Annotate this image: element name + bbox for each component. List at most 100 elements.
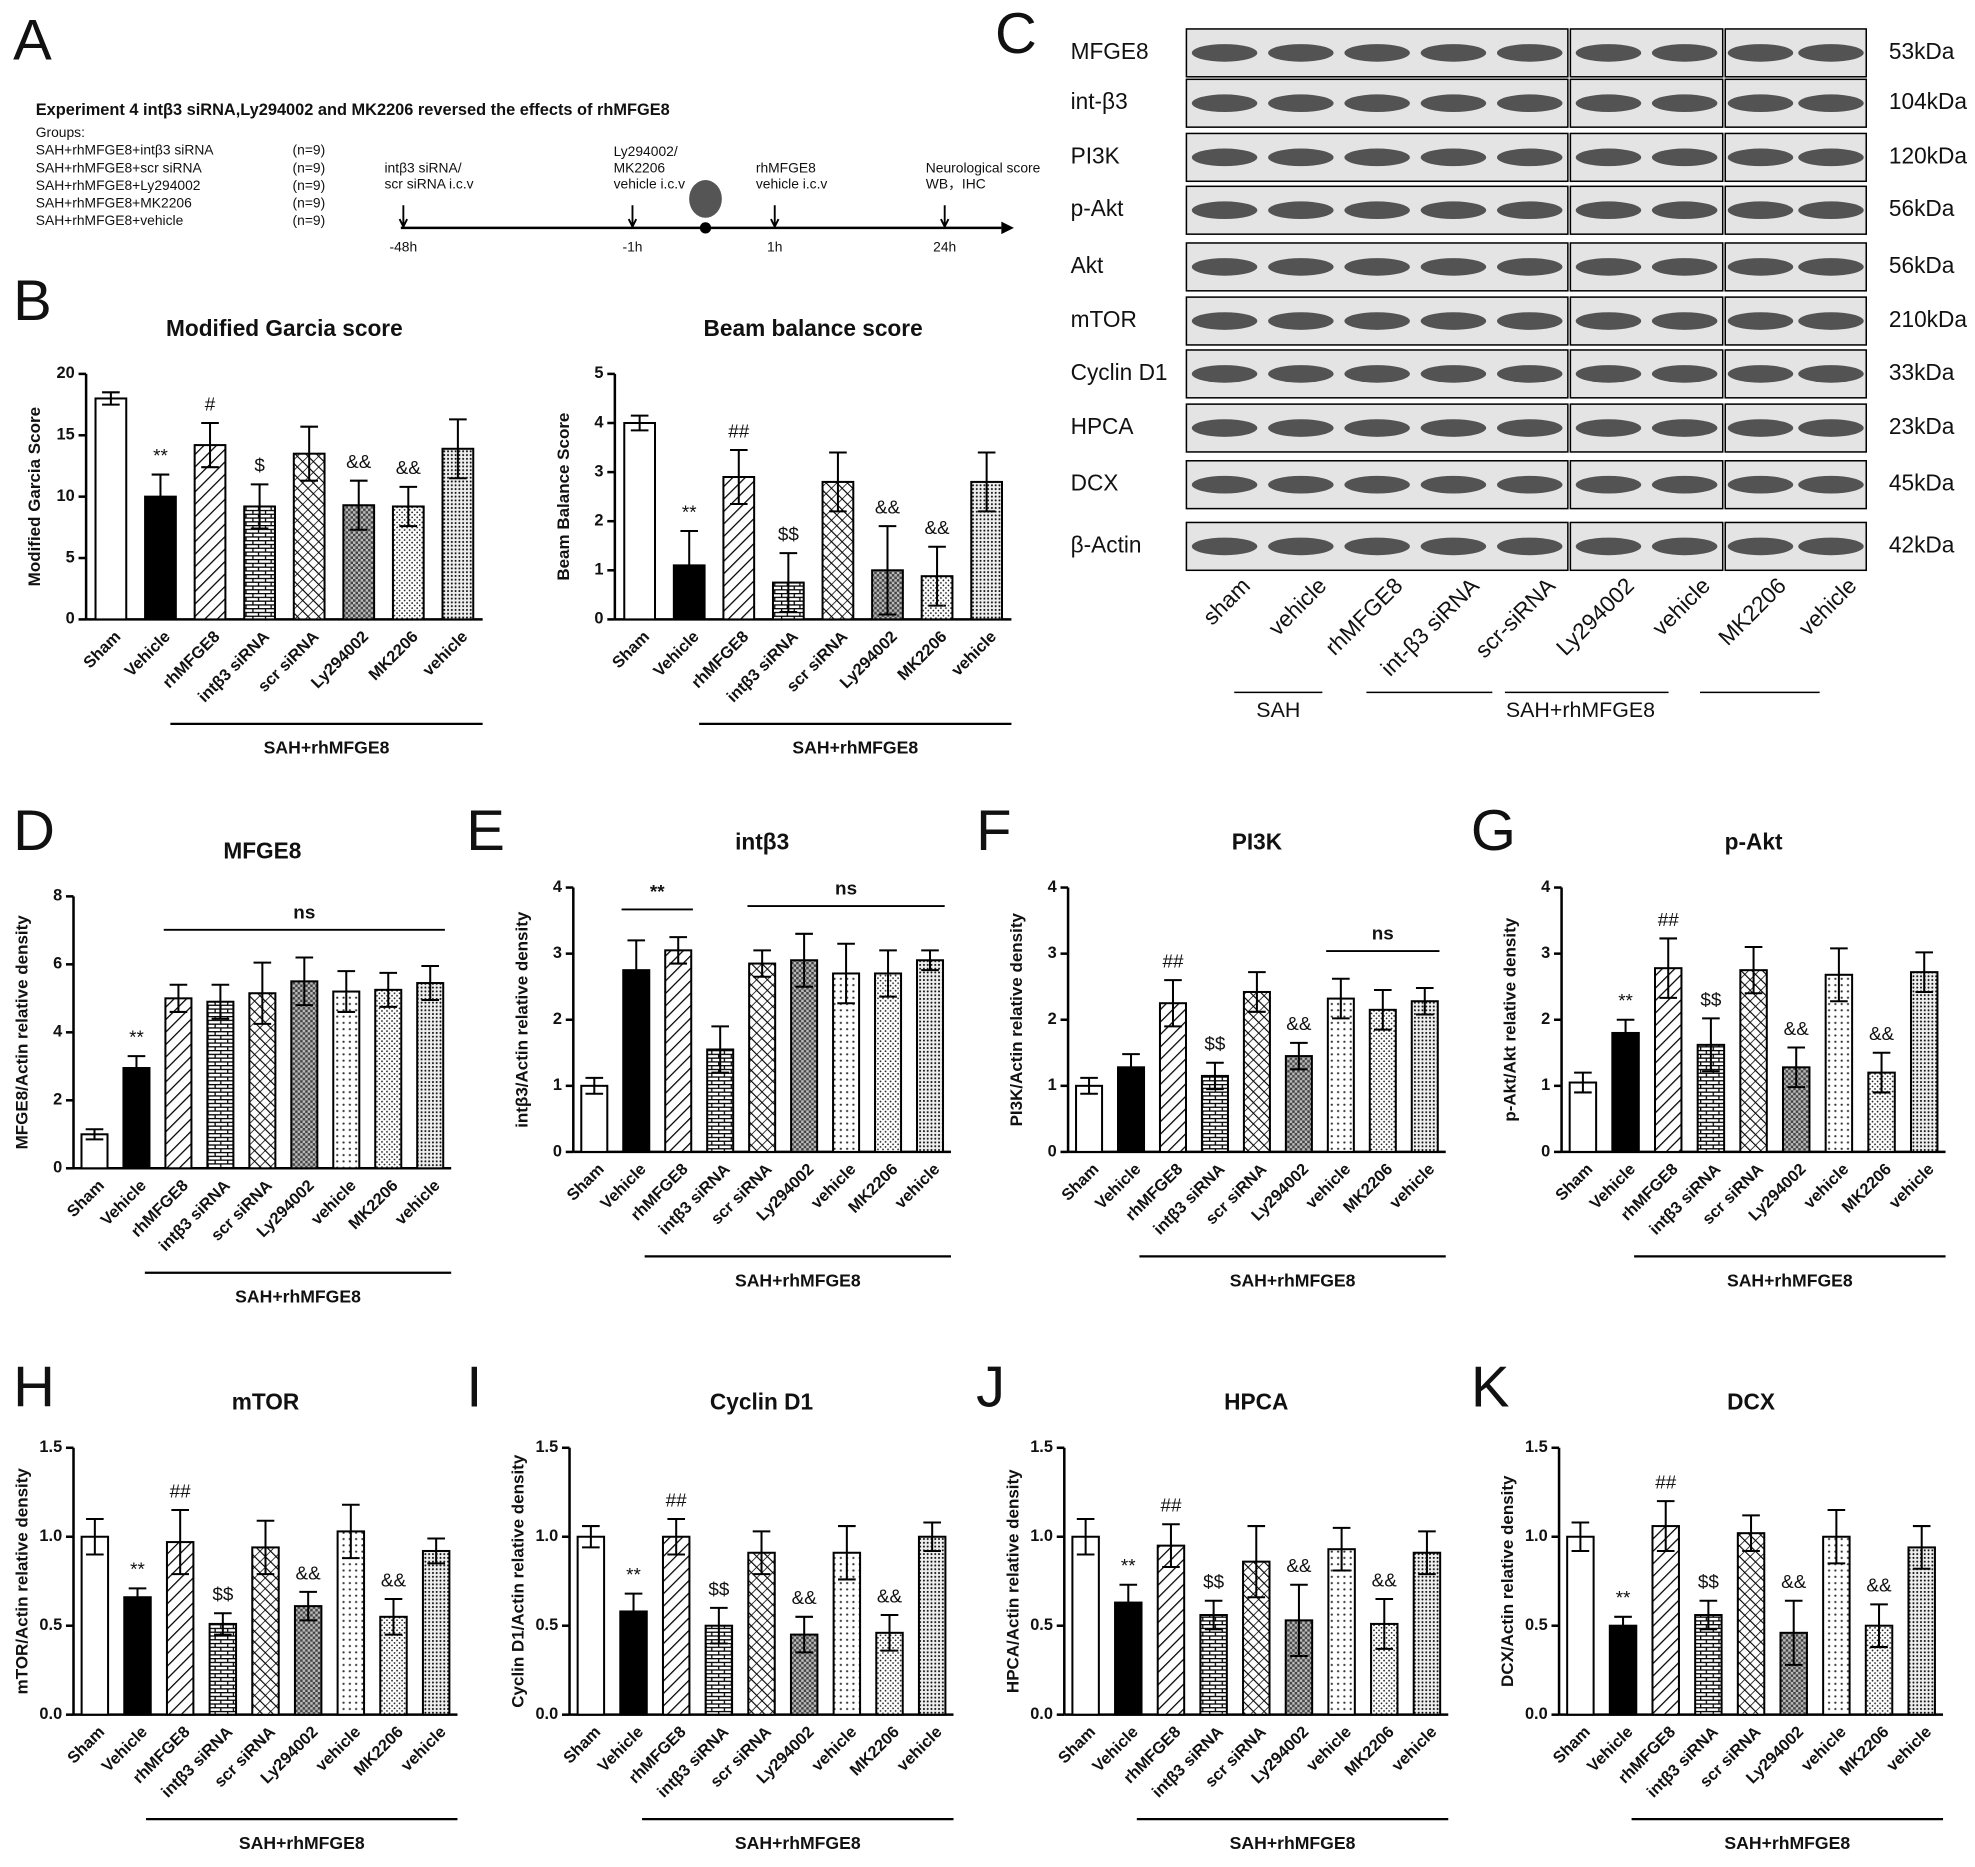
error-bar bbox=[878, 525, 897, 616]
group-label: SAH+rhMFGE8 bbox=[735, 1270, 861, 1290]
error-bar bbox=[1827, 1509, 1846, 1565]
y-tick-label: 1.0 bbox=[535, 1527, 558, 1545]
error-bar bbox=[214, 1612, 232, 1636]
blot-band bbox=[1496, 537, 1563, 556]
significance-label: ** bbox=[1618, 991, 1633, 1012]
blot-band bbox=[1651, 258, 1718, 276]
blot-band bbox=[1191, 365, 1258, 383]
error-bar bbox=[753, 949, 771, 978]
y-tick-label: 2 bbox=[53, 1091, 62, 1109]
significance-label: ** bbox=[682, 502, 697, 523]
error-bar bbox=[829, 451, 847, 513]
blot-band bbox=[1798, 312, 1864, 330]
blot-band bbox=[1191, 94, 1258, 113]
significance-label: ** bbox=[626, 1565, 641, 1586]
bracket-label: ** bbox=[650, 882, 665, 903]
blot-band bbox=[1575, 312, 1642, 330]
bar bbox=[164, 997, 193, 1170]
blot-protein-label: p-Akt bbox=[1071, 195, 1125, 221]
error-bar bbox=[680, 530, 699, 601]
blot-lane-label: vehicle bbox=[1793, 572, 1861, 640]
group-n: (n=9) bbox=[293, 195, 326, 211]
error-bar bbox=[1915, 951, 1934, 993]
y-tick-label: 8 bbox=[53, 887, 62, 905]
y-axis-label: Modified Garcia Score bbox=[25, 407, 44, 586]
error-bar bbox=[211, 983, 230, 1020]
error-bar bbox=[1248, 971, 1266, 1013]
blot-band bbox=[1496, 365, 1563, 383]
blot-band bbox=[1727, 148, 1794, 167]
error-bar bbox=[300, 425, 318, 482]
blot-band bbox=[1268, 419, 1334, 437]
error-bar bbox=[201, 421, 219, 469]
x-tick-label: vehicle bbox=[392, 1177, 444, 1229]
blot-band bbox=[1496, 201, 1563, 220]
chart-title: MFGE8 bbox=[223, 837, 301, 863]
blot-protein-label: int-β3 bbox=[1071, 88, 1128, 114]
error-bar bbox=[1702, 1017, 1720, 1073]
bar bbox=[123, 1596, 152, 1716]
error-bar bbox=[923, 1521, 941, 1552]
significance-label: $$ bbox=[708, 1579, 729, 1600]
blot-size-label: 56kDa bbox=[1889, 252, 1955, 278]
blot-size-label: 33kDa bbox=[1889, 359, 1955, 385]
blot-lane-label: vehicle bbox=[1263, 572, 1331, 640]
error-bar bbox=[1742, 1514, 1760, 1552]
blot-band bbox=[1575, 475, 1642, 494]
blot-band bbox=[1344, 44, 1410, 62]
chart-title: PI3K bbox=[1232, 828, 1283, 854]
y-axis-label: intβ3/Actin relative density bbox=[512, 911, 531, 1128]
error-bar bbox=[151, 473, 170, 520]
groups-heading: Groups: bbox=[36, 124, 85, 140]
y-tick-label: 0.0 bbox=[1030, 1705, 1053, 1723]
significance-label: && bbox=[1286, 1556, 1312, 1577]
blot-band bbox=[1191, 537, 1258, 556]
timeline-event-label: intβ3 siRNA/ bbox=[384, 159, 461, 175]
timeline-event-label: rhMFGE8 bbox=[756, 159, 816, 175]
significance-label: && bbox=[1784, 1019, 1810, 1040]
error-bar bbox=[977, 451, 996, 513]
error-bar bbox=[421, 965, 440, 1002]
y-tick-label: 0 bbox=[66, 610, 75, 628]
error-bar bbox=[1574, 1071, 1592, 1094]
error-bar bbox=[1659, 937, 1678, 999]
bar bbox=[416, 982, 445, 1170]
bar bbox=[1651, 1525, 1680, 1716]
bar bbox=[1242, 990, 1271, 1153]
blot-band bbox=[1798, 258, 1864, 276]
error-bar bbox=[880, 1614, 899, 1652]
significance-label: ** bbox=[130, 1560, 145, 1581]
blot-band bbox=[1651, 475, 1718, 494]
significance-label: && bbox=[877, 1586, 903, 1607]
error-bar bbox=[779, 552, 798, 614]
blot-lane-label: sham bbox=[1197, 572, 1255, 630]
group-name: SAH+rhMFGE8+Ly294002 bbox=[36, 177, 201, 193]
blot-band bbox=[1344, 312, 1410, 330]
significance-label: ## bbox=[170, 1481, 191, 1502]
blot-band bbox=[1344, 94, 1410, 113]
panel-label: C bbox=[995, 2, 1037, 66]
y-tick-label: 1.5 bbox=[1030, 1438, 1053, 1456]
bar bbox=[1156, 1544, 1186, 1716]
y-axis-label: PI3K/Actin relative density bbox=[1007, 913, 1026, 1127]
blot-band bbox=[1496, 94, 1563, 113]
y-tick-label: 1 bbox=[594, 561, 603, 579]
blot-band bbox=[1798, 537, 1864, 556]
chart-title: Cyclin D1 bbox=[710, 1389, 813, 1415]
chart-title: Beam balance score bbox=[704, 315, 923, 341]
blot-band bbox=[1344, 365, 1410, 383]
error-bar bbox=[710, 1606, 728, 1645]
group-label: SAH+rhMFGE8 bbox=[1727, 1270, 1853, 1290]
blot-protein-label: HPCA bbox=[1071, 413, 1135, 439]
y-axis-label: HPCA/Actin relative density bbox=[1003, 1469, 1022, 1693]
bar bbox=[248, 992, 277, 1170]
y-tick-label: 1.5 bbox=[1525, 1438, 1548, 1456]
error-bar bbox=[837, 942, 855, 1005]
bar bbox=[251, 1546, 280, 1716]
panel-label: I bbox=[466, 1355, 482, 1419]
significance-label: && bbox=[346, 452, 372, 473]
timeline-event-arrow bbox=[398, 205, 408, 229]
bar bbox=[1824, 973, 1854, 1153]
bar bbox=[1071, 1535, 1100, 1716]
